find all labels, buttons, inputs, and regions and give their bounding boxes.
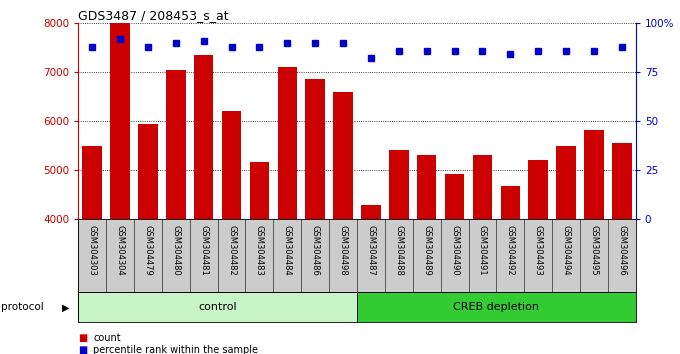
Text: GSM304494: GSM304494 (562, 225, 571, 276)
Bar (277, 67, 297, 354)
Text: GSM304488: GSM304488 (394, 225, 403, 276)
Text: GSM304487: GSM304487 (367, 225, 375, 276)
Text: GSM304486: GSM304486 (311, 225, 320, 276)
Text: count: count (93, 333, 121, 343)
Text: GSM304481: GSM304481 (199, 225, 208, 276)
Bar (82, 146, 102, 354)
Text: control: control (199, 302, 237, 312)
Bar (389, 150, 409, 354)
Bar (445, 174, 464, 354)
Text: ■: ■ (78, 346, 88, 354)
Text: GSM304484: GSM304484 (283, 225, 292, 276)
Bar (500, 186, 520, 354)
Text: ▶: ▶ (61, 302, 69, 312)
Bar (333, 92, 353, 354)
Text: GSM304496: GSM304496 (617, 225, 626, 276)
Bar (417, 155, 437, 354)
Text: GSM304483: GSM304483 (255, 225, 264, 276)
Bar (473, 155, 492, 354)
Bar (612, 143, 632, 354)
Bar (528, 160, 548, 354)
Bar (584, 130, 604, 354)
Bar (78, 292, 357, 322)
Bar (194, 55, 214, 354)
Bar (357, 292, 636, 322)
Text: GSM304491: GSM304491 (478, 225, 487, 276)
Bar (250, 161, 269, 354)
Bar (110, 23, 130, 354)
Text: GSM304489: GSM304489 (422, 225, 431, 276)
Text: GSM304482: GSM304482 (227, 225, 236, 276)
Text: CREB depletion: CREB depletion (454, 302, 539, 312)
Text: GSM304495: GSM304495 (590, 225, 598, 276)
Text: GDS3487 / 208453_s_at: GDS3487 / 208453_s_at (78, 9, 229, 22)
Text: GSM304492: GSM304492 (506, 225, 515, 276)
Text: GSM304303: GSM304303 (88, 225, 97, 276)
Text: protocol: protocol (1, 302, 44, 312)
Bar (361, 205, 381, 354)
Text: percentile rank within the sample: percentile rank within the sample (93, 346, 258, 354)
Text: GSM304490: GSM304490 (450, 225, 459, 276)
Text: GSM304498: GSM304498 (339, 225, 347, 276)
Bar (222, 112, 241, 354)
Bar (305, 80, 325, 354)
Bar (138, 124, 158, 354)
Bar (556, 146, 576, 354)
Text: GSM304480: GSM304480 (171, 225, 180, 276)
Text: GSM304304: GSM304304 (116, 225, 124, 276)
Text: ■: ■ (78, 333, 88, 343)
Text: GSM304493: GSM304493 (534, 225, 543, 276)
Text: GSM304479: GSM304479 (143, 225, 152, 276)
Bar (166, 70, 186, 354)
